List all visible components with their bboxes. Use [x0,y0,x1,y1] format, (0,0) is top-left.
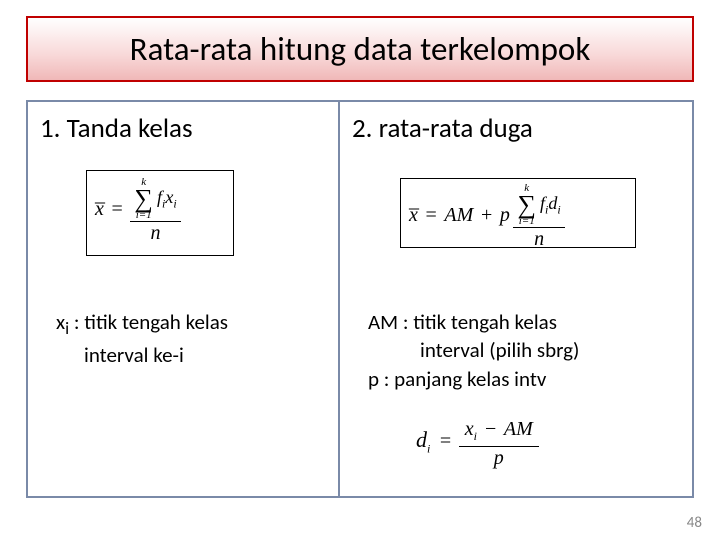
di-lhs: di [416,427,436,452]
denominator: n [513,228,564,251]
right-heading: 2. rata-rata duga [352,112,533,145]
sigma-symbol: ∑ [134,188,153,210]
desc-right-line3: p : panjang kelas intv [368,365,579,393]
content-panel: 1. Tanda kelas 2. rata-rata duga x = k ∑… [26,100,694,498]
xi-sub: i [474,429,477,443]
di-numerator: xi − AM [459,416,539,447]
fraction: k ∑ i=1 fidi n [513,183,564,251]
xi-x: x [465,418,474,440]
plus-sign: + [481,204,492,226]
equals-sign: = [426,204,437,226]
di-fraction: xi − AM p [459,416,539,470]
x-sub: i [173,196,176,210]
xbar-symbol: x [409,204,418,227]
denominator: n [130,222,180,245]
xi-x: x [56,309,65,335]
p-term: p [500,204,510,226]
page-number: 48 [687,514,702,532]
desc-right-line1: AM : titik tengah kelas [368,308,579,336]
d-sub: i [427,441,430,455]
title-box: Rata-rata hitung data terkelompok [26,16,694,82]
fraction: k ∑ i=1 fixi n [130,177,180,245]
formula-rata-rata-duga: x = AM + p k ∑ i=1 fidi n [400,178,636,248]
sigma-lower: i=1 [134,210,153,221]
d: d [416,427,427,452]
minus: − [485,418,496,440]
equals-sign: = [112,198,123,220]
slide-title: Rata-rata hitung data terkelompok [130,29,591,69]
xbar-symbol: x [95,198,104,221]
left-description: xi : titik tengah kelas interval ke-i [56,308,228,369]
sigma: k ∑ i=1 [134,177,153,221]
term-fi-di: fidi [540,193,561,213]
vertical-divider [338,102,340,496]
formula-tanda-kelas: x = k ∑ i=1 fixi n [86,170,234,256]
d-sub: i [557,202,560,216]
desc-right-line2: interval (pilih sbrg) [368,336,579,364]
term-fi-xi: fixi [157,187,177,207]
left-heading: 1. Tanda kelas [40,112,193,145]
xi-rest: : titik tengah kelas [69,309,228,335]
di-formula: di = xi − AM p [416,416,539,470]
numerator: k ∑ i=1 fixi [130,177,180,222]
am: AM [504,418,533,440]
sigma: k ∑ i=1 [517,183,536,227]
equals-sign: = [440,430,451,452]
di-denominator: p [459,447,539,470]
am-term: AM [444,204,473,226]
sigma-lower: i=1 [517,216,536,227]
desc-left-line1: xi : titik tengah kelas [56,308,228,341]
numerator: k ∑ i=1 fidi [513,183,564,228]
sigma-symbol: ∑ [517,194,536,216]
right-description: AM : titik tengah kelas interval (pilih … [368,308,579,393]
desc-left-line2: interval ke-i [56,341,228,369]
